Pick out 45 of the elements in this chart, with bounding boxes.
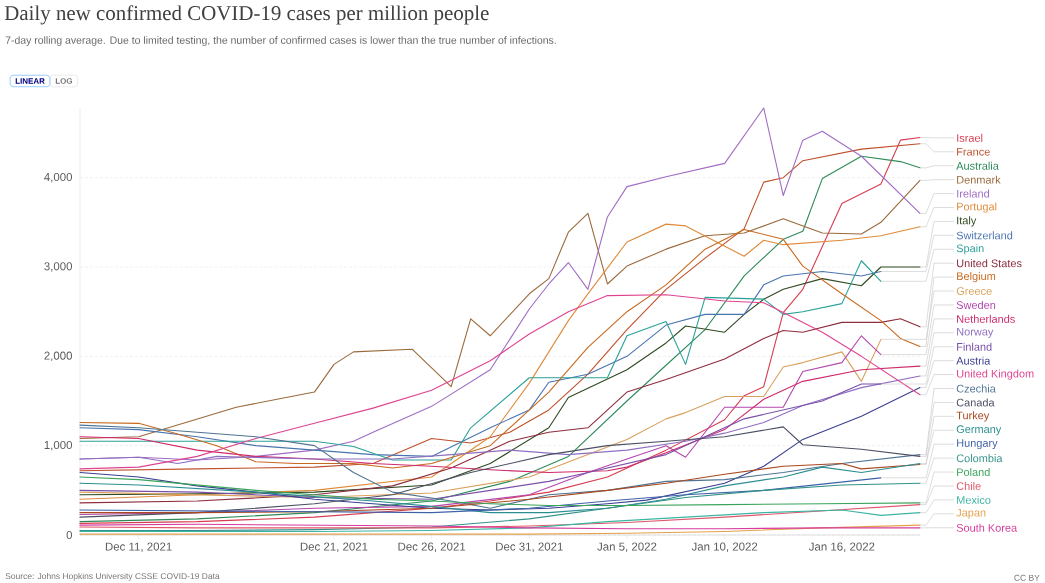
text: Sweden [956, 300, 996, 309]
text: Germany [956, 425, 1002, 436]
text: Austria [956, 356, 991, 365]
text: Switzerland [956, 231, 1013, 240]
text: Poland [957, 468, 990, 477]
text: Hungary [957, 439, 998, 450]
text: Japan [956, 508, 986, 519]
text: Greece [956, 287, 992, 295]
text: Israel [957, 133, 983, 142]
x-tick-label: Dec 11, 2021 [105, 542, 172, 552]
x-tick-label: Dec 26, 2021 [398, 542, 466, 552]
text: Finland [957, 342, 992, 351]
chart-subtitle: 7-day rolling average. Due to limited testing, the number of confirmed cases is lower than the true number of infections. [5, 36, 556, 46]
text: Portugal [957, 202, 997, 213]
text: Italy [957, 216, 977, 227]
y-tick-label: 4,000 [44, 172, 73, 183]
y-tick-label: 1,000 [44, 440, 73, 451]
text: Spain [956, 244, 984, 255]
text: Colombia [956, 454, 1003, 463]
x-tick-label: Jan 10, 2022 [691, 542, 758, 552]
y-tick-label: 3,000 [44, 262, 73, 272]
x-tick-label: Dec 31, 2021 [496, 542, 563, 552]
y-tick-label: 2,000 [44, 351, 73, 362]
text: Belgium [957, 272, 996, 283]
text: South Korea [956, 523, 1018, 532]
text: CC BY [1014, 574, 1040, 581]
x-tick-label: Dec 21, 2021 [300, 542, 368, 552]
text: Netherlands [957, 314, 1015, 323]
source-note: Source: Johns Hopkins University CSSE COVID-19 Data [5, 572, 220, 581]
text: Czechia [956, 384, 996, 393]
text: Denmark [957, 175, 1001, 184]
x-tick-label: Jan 16, 2022 [808, 542, 875, 552]
text: France [957, 147, 990, 156]
text: Ireland [957, 189, 989, 198]
text: Australia [956, 161, 999, 170]
x-tick-label: Jan 5, 2022 [597, 542, 657, 552]
text: United States [957, 259, 1022, 268]
chart-title: Daily new confirmed COVID-19 cases per million people [4, 5, 489, 25]
text: United Kingdom [957, 369, 1034, 380]
text: Chile [956, 481, 981, 490]
text: Turkey [956, 411, 990, 422]
text: Norway [957, 327, 994, 338]
text: Mexico [957, 495, 991, 504]
y-tick-label: 0 [66, 530, 73, 540]
text: Canada [956, 398, 995, 407]
